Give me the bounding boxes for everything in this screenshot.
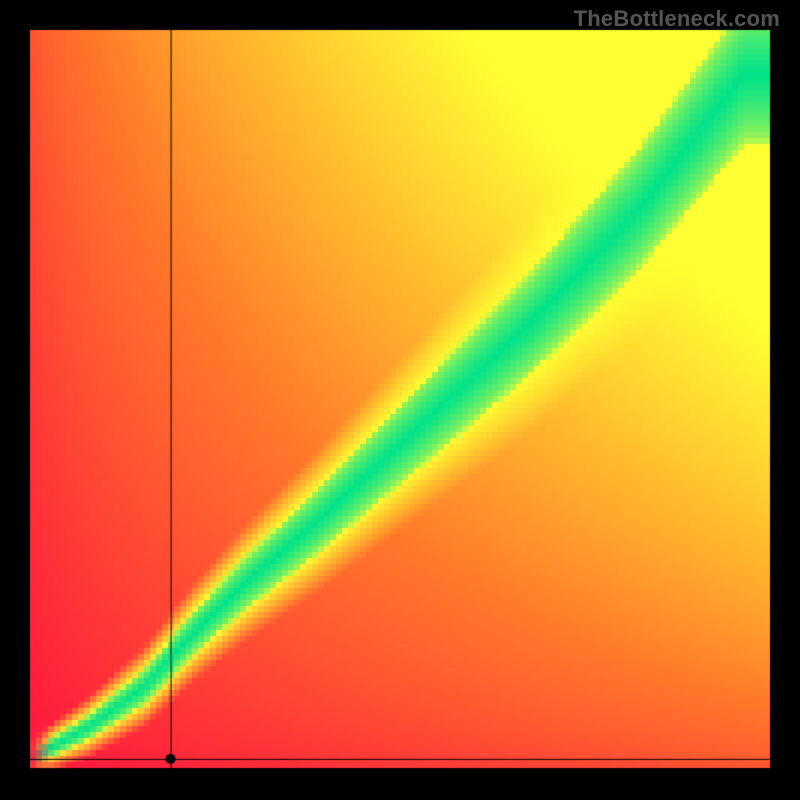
watermark-text: TheBottleneck.com <box>574 6 780 32</box>
chart-container: { "watermark": { "text": "TheBottleneck.… <box>0 0 800 800</box>
bottleneck-heatmap <box>0 0 800 800</box>
